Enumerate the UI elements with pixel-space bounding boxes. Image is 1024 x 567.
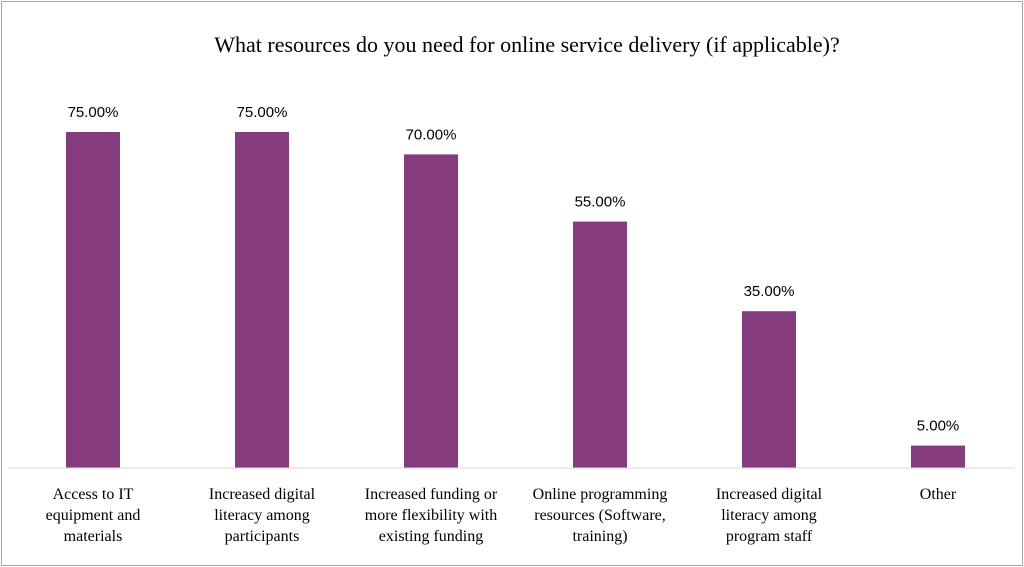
data-label-2: 75.00% xyxy=(237,104,288,121)
category-label-line: Access to IT xyxy=(53,486,134,503)
category-label-line: Increased digital xyxy=(209,486,316,503)
category-label-line: Online programming xyxy=(533,486,668,503)
category-label-6: Other xyxy=(920,486,957,503)
category-label-line: literacy among xyxy=(214,507,310,524)
bar-5 xyxy=(742,311,796,468)
bars-group xyxy=(66,132,965,468)
data-label-4: 55.00% xyxy=(575,194,626,211)
bar-2 xyxy=(235,132,289,468)
category-label-line: existing funding xyxy=(379,528,483,545)
category-label-line: materials xyxy=(64,528,123,545)
category-label-line: literacy among xyxy=(721,507,817,524)
category-label-line: resources (Software, xyxy=(534,507,666,524)
category-label-2: Increased digital literacy among participa… xyxy=(209,486,316,545)
category-label-5: Increased digital literacy among program s… xyxy=(716,486,823,545)
category-labels-group: Access to IT equipment and materials Increa… xyxy=(46,486,957,545)
data-label-5: 35.00% xyxy=(744,283,795,300)
data-label-1: 75.00% xyxy=(68,104,119,121)
bar-3 xyxy=(404,154,458,468)
data-label-3: 70.00% xyxy=(406,126,457,143)
data-label-6: 5.00% xyxy=(917,418,960,435)
category-label-line: Increased digital xyxy=(716,486,823,503)
category-label-line: more flexibility with xyxy=(365,507,497,524)
category-label-line: training) xyxy=(572,528,627,545)
category-label-line: equipment and xyxy=(46,507,141,524)
bar-1 xyxy=(66,132,120,468)
category-label-4: Online programming resources (Software, tr… xyxy=(533,486,668,545)
category-label-3: Increased funding or more flexibility wit… xyxy=(365,486,498,545)
bar-6 xyxy=(911,445,965,468)
category-label-1: Access to IT equipment and materials xyxy=(46,486,141,545)
category-label-line: Other xyxy=(920,486,957,503)
data-labels-group: 75.00% 75.00% 70.00% 55.00% 35.00% 5.00% xyxy=(68,104,960,435)
category-label-line: program staff xyxy=(726,528,813,545)
category-label-line: participants xyxy=(225,528,300,545)
bar-4 xyxy=(573,221,627,468)
category-label-line: Increased funding or xyxy=(365,486,498,503)
chart-title: What resources do you need for online se… xyxy=(214,32,840,57)
